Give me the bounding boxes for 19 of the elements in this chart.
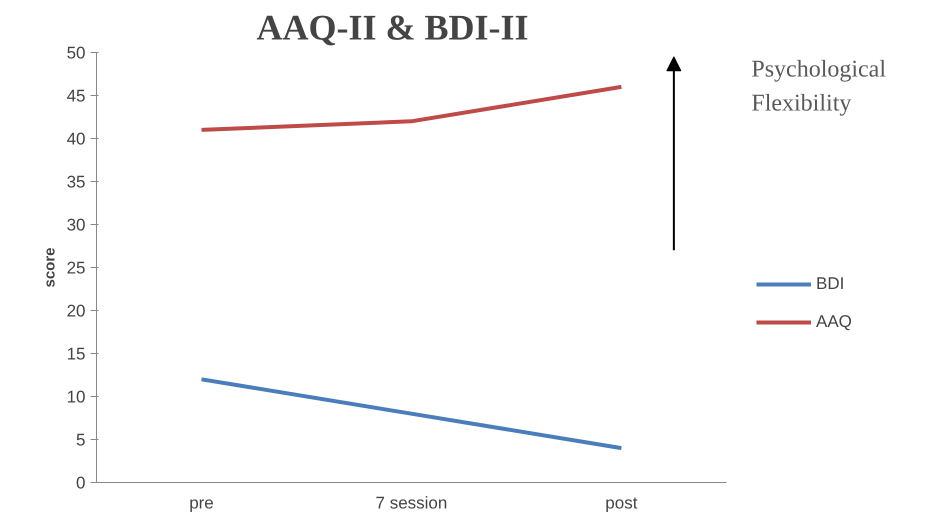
y-tick-label: 20	[66, 302, 86, 320]
y-tick-label: 40	[66, 130, 86, 148]
y-tick-label: 5	[76, 430, 86, 450]
chart-title: AAQ-II & BDI-II	[256, 8, 529, 48]
legend-label: AAQ	[816, 312, 852, 332]
x-tick-label: 7 session	[376, 494, 448, 512]
x-tick-label: pre	[189, 494, 214, 512]
y-axis-title: score	[42, 247, 59, 288]
text: Psychological Flexibility	[751, 56, 886, 116]
x-tick-label: post	[605, 494, 638, 512]
y-tick-label: 30	[66, 216, 86, 234]
y-tick-label: 45	[66, 86, 86, 106]
y-tick-label: 50	[66, 44, 86, 62]
y-tick-label: 25	[66, 258, 86, 278]
y-tick-label: 0	[76, 474, 86, 492]
y-tick-label: 35	[66, 172, 86, 192]
y-tick-label: 15	[66, 344, 86, 364]
y-tick-label: 10	[66, 388, 86, 406]
legend-label: BDI	[816, 274, 844, 294]
